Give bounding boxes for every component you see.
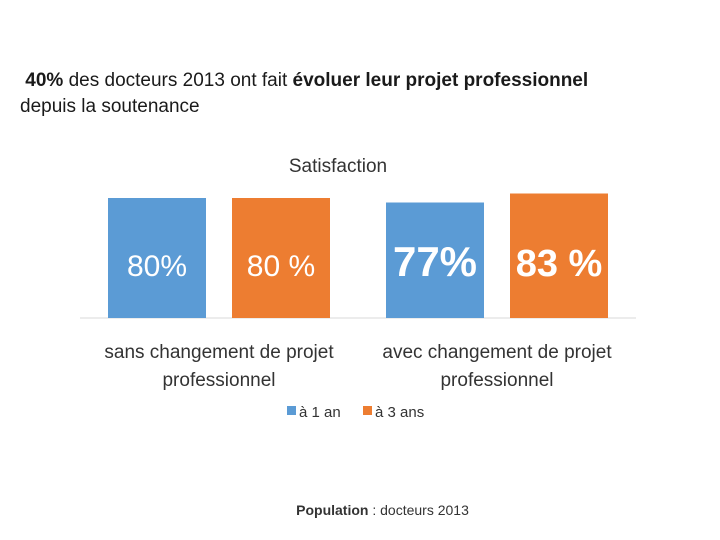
- heading-emphasis: évoluer leur projet professionnel: [292, 70, 589, 91]
- bar-value-label-2-1: 77%: [393, 238, 477, 285]
- bar-value-label-1-2: 80 %: [247, 250, 315, 283]
- chart-legend: à 1 an à 3 ans: [287, 404, 424, 421]
- chart-title: Satisfaction: [289, 156, 387, 177]
- category-labels: sans changement de projet professionnel av…: [104, 342, 612, 391]
- bar-value-label-1-1: 80%: [127, 250, 187, 283]
- category-label-2-line-2: professionnel: [440, 370, 553, 391]
- population-label: Population: [296, 502, 369, 518]
- slide-heading: 40% des docteurs 2013 ont fait évoluer l…: [20, 68, 700, 120]
- heading-percent: 40%: [25, 70, 64, 91]
- bar-1-1: [108, 198, 206, 318]
- bar-1-2: [232, 198, 330, 318]
- heading-text: des docteurs 2013 ont fait: [63, 70, 293, 91]
- heading-line-1: 40% des docteurs 2013 ont fait évoluer l…: [20, 68, 700, 94]
- bar-group: 80% 80 % 77% 83 %: [108, 193, 608, 318]
- category-label-1-line-2: professionnel: [162, 370, 275, 391]
- category-label-1-line-1: sans changement de projet: [104, 342, 334, 363]
- legend-label-1: à 1 an: [299, 404, 341, 421]
- heading-line-2: depuis la soutenance: [20, 96, 200, 117]
- legend-label-2: à 3 ans: [375, 404, 424, 421]
- bar-2-1: [386, 202, 484, 318]
- legend-swatch-1: [287, 406, 296, 415]
- legend-swatch-2: [363, 406, 372, 415]
- category-label-2-line-1: avec changement de projet: [382, 342, 612, 363]
- bar-value-label-2-2: 83 %: [516, 243, 603, 285]
- bar-2-2: [510, 193, 608, 318]
- population-value: : docteurs 2013: [368, 502, 469, 518]
- population-note: Population : docteurs 2013: [0, 502, 720, 518]
